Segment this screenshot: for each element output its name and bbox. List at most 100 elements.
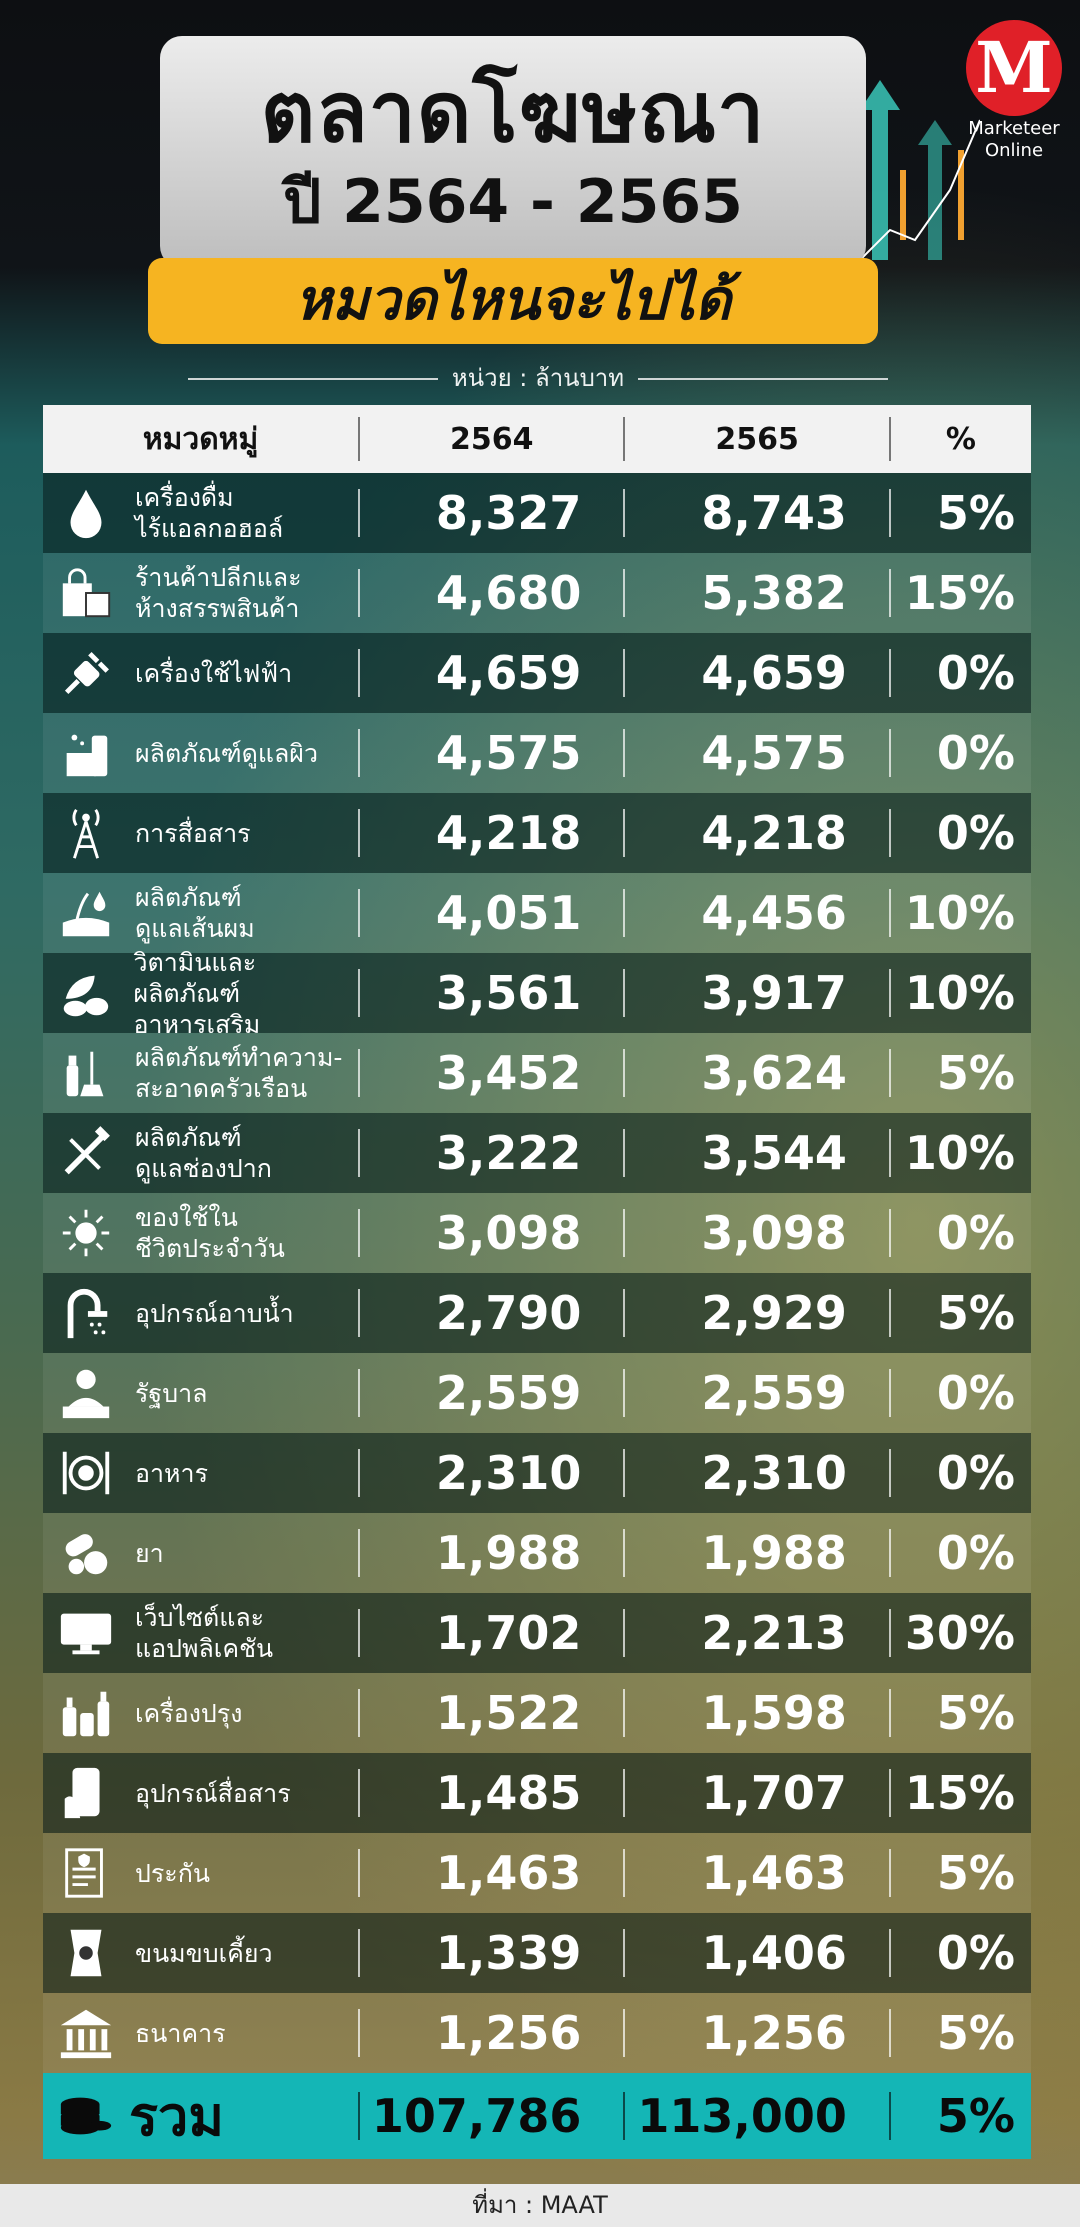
category-cell: ยา: [43, 1513, 358, 1593]
coins-stack-icon: [51, 2076, 121, 2156]
percent-change: 5%: [936, 1286, 1016, 1340]
column-separator: [357, 1929, 360, 1977]
skincare-icon: [51, 713, 121, 793]
value-2565: 1,598: [701, 1686, 847, 1740]
column-separator: [888, 889, 891, 937]
column-separator: [357, 569, 360, 617]
value-2564: 1,485: [435, 1766, 582, 1820]
column-separator: [623, 809, 626, 857]
column-separator: [623, 729, 626, 777]
column-separator: [358, 417, 361, 461]
shower-icon: [51, 1273, 121, 1353]
value-2564: 4,218: [435, 806, 582, 860]
column-separator: [888, 1049, 891, 1097]
category-label: ของใช้ใน ชีวิตประจำวัน: [135, 1203, 285, 1263]
table-row: ผลิตภัณฑ์ดูแลผิว 4,575 4,575 0%: [43, 713, 1031, 793]
value-2564: 4,680: [435, 566, 582, 620]
column-separator: [888, 649, 891, 697]
column-separator: [357, 1529, 360, 1577]
page-title: ตลาดโฆษณา: [260, 63, 766, 161]
total-2565: 113,000: [637, 2089, 847, 2143]
column-separator: [888, 1129, 891, 1177]
value-2565: 4,575: [701, 726, 847, 780]
cleaning-icon: [51, 1033, 121, 1113]
plate-cutlery-icon: [51, 1433, 121, 1513]
column-separator: [623, 417, 626, 461]
category-cell: ผลิตภัณฑ์ดูแลผิว: [43, 713, 358, 793]
percent-change: 5%: [936, 486, 1016, 540]
category-cell: ประกัน: [43, 1833, 358, 1913]
table-row: ผลิตภัณฑ์ ดูแลเส้นผม 4,051 4,456 10%: [43, 873, 1031, 953]
column-separator: [888, 729, 891, 777]
source-footer: ที่มา : MAAT: [0, 2184, 1080, 2227]
toothbrush-icon: [51, 1113, 121, 1193]
column-separator: [357, 1369, 360, 1417]
percent-change: 10%: [904, 886, 1016, 940]
percent-change: 10%: [904, 966, 1016, 1020]
value-2564: 4,575: [435, 726, 582, 780]
column-separator: [623, 2092, 626, 2140]
value-2565: 2,559: [701, 1366, 847, 1420]
value-2565: 1,406: [701, 1926, 847, 1980]
table-row: ยา 1,988 1,988 0%: [43, 1513, 1031, 1593]
category-label: เครื่องใช้ไฟฟ้า: [135, 658, 293, 688]
percent-change: 15%: [904, 566, 1016, 620]
category-label: เครื่องดื่ม ไร้แอลกอฮอล์: [135, 483, 284, 543]
category-cell: การสื่อสาร: [43, 793, 358, 873]
column-separator: [888, 809, 891, 857]
category-label: ประกัน: [135, 1858, 210, 1888]
value-2564: 1,988: [435, 1526, 582, 1580]
table-row: เครื่องใช้ไฟฟ้า 4,659 4,659 0%: [43, 633, 1031, 713]
sun-icon: [51, 1193, 121, 1273]
percent-change: 0%: [936, 1526, 1016, 1580]
column-separator: [623, 1929, 626, 1977]
total-category: รวม: [43, 2073, 358, 2159]
column-separator: [357, 2092, 360, 2140]
category-cell: อาหาร: [43, 1433, 358, 1513]
column-separator: [357, 969, 360, 1017]
column-separator: [623, 1049, 626, 1097]
value-2564: 3,561: [435, 966, 582, 1020]
value-2564: 4,659: [435, 646, 582, 700]
column-separator: [623, 1529, 626, 1577]
column-separator: [623, 1129, 626, 1177]
percent-change: 15%: [904, 1766, 1016, 1820]
total-percent: 5%: [936, 2089, 1016, 2143]
column-separator: [888, 1289, 891, 1337]
page-title-years: ปี 2564 - 2565: [283, 167, 743, 237]
column-separator: [888, 1769, 891, 1817]
percent-change: 0%: [936, 1446, 1016, 1500]
column-separator: [623, 1689, 626, 1737]
category-label: เว็บไซต์และ แอปพลิเคชัน: [135, 1603, 274, 1663]
value-2565: 1,256: [701, 2006, 847, 2060]
value-2565: 2,213: [701, 1606, 847, 1660]
value-2565: 3,917: [701, 966, 847, 1020]
ad-market-table: หมวดหมู่ 2564 2565 % เครื่องดื่ม ไร้แอลก…: [43, 405, 1031, 2159]
column-separator: [357, 1769, 360, 1817]
value-2565: 4,659: [701, 646, 847, 700]
table-row: อุปกรณ์สื่อสาร 1,485 1,707 15%: [43, 1753, 1031, 1833]
table-row: การสื่อสาร 4,218 4,218 0%: [43, 793, 1031, 873]
value-2564: 2,310: [435, 1446, 582, 1500]
column-separator: [357, 1609, 360, 1657]
category-label: เครื่องปรุง: [135, 1698, 243, 1728]
total-2564: 107,786: [371, 2089, 582, 2143]
pills-icon: [51, 1513, 121, 1593]
percent-change: 0%: [936, 1926, 1016, 1980]
column-separator: [357, 729, 360, 777]
antenna-tower-icon: [51, 793, 121, 873]
category-label: ผลิตภัณฑ์ดูแลผิว: [135, 738, 318, 768]
subtitle-banner: หมวดไหนจะไปได้: [148, 258, 878, 344]
logo-text-line2: Online: [984, 140, 1044, 161]
column-separator: [357, 649, 360, 697]
condiment-bottles-icon: [51, 1673, 121, 1753]
category-label: การสื่อสาร: [135, 818, 251, 848]
category-label: รัฐบาล: [135, 1378, 208, 1408]
category-label: อุปกรณ์สื่อสาร: [135, 1778, 291, 1808]
category-cell: ผลิตภัณฑ์ทำความ- สะอาดครัวเรือน: [43, 1033, 358, 1113]
column-separator: [623, 1849, 626, 1897]
percent-change: 5%: [936, 1686, 1016, 1740]
table-row: เครื่องปรุง 1,522 1,598 5%: [43, 1673, 1031, 1753]
percent-change: 5%: [936, 1046, 1016, 1100]
value-2565: 5,382: [701, 566, 847, 620]
